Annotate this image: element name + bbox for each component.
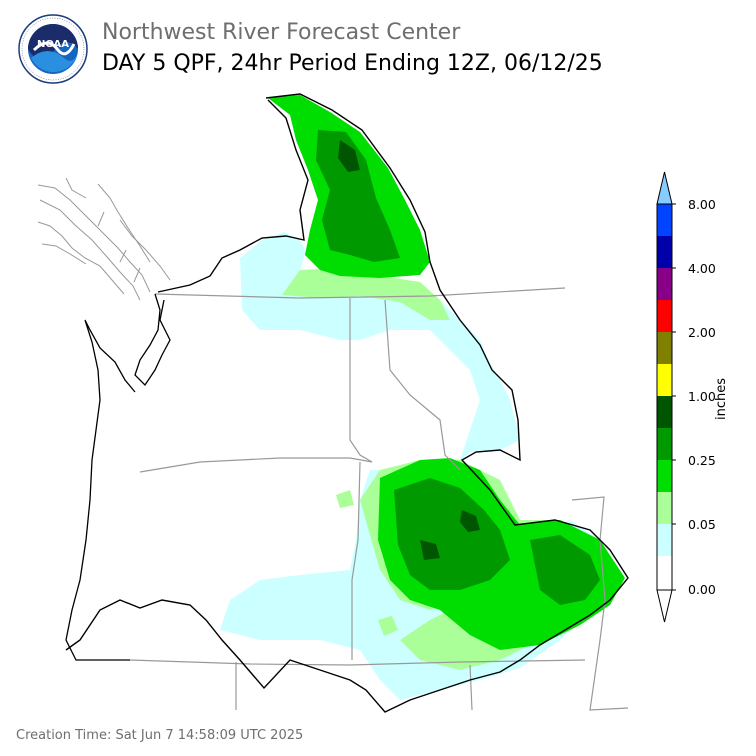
- cb-tick-label: 8.00: [688, 197, 716, 212]
- product-title: DAY 5 QPF, 24hr Period Ending 12Z, 06/12…: [102, 51, 603, 76]
- coastline: [65, 293, 171, 661]
- cb-band-12: [657, 204, 672, 236]
- basin-boundary: [65, 93, 629, 713]
- cb-band-10: [657, 268, 672, 300]
- cb-band-3: [657, 492, 672, 524]
- colorbar-max-arrow: [656, 171, 673, 205]
- cb-band-2: [657, 524, 672, 556]
- noaa-logo-icon: NOAA: [18, 14, 88, 84]
- cb-band-11: [657, 236, 672, 268]
- cb-band-1: [657, 556, 672, 590]
- creation-time: Creation Time: Sat Jun 7 14:58:09 UTC 20…: [16, 728, 304, 743]
- cb-tick-label: 0.25: [688, 453, 716, 468]
- cb-band-8: [657, 332, 672, 364]
- precip-colorbar: [656, 171, 676, 623]
- cb-tick-label: 2.00: [688, 325, 716, 340]
- cb-band-6: [657, 396, 672, 428]
- agency-title: Northwest River Forecast Center: [102, 20, 461, 45]
- state-borders: [129, 287, 629, 711]
- logo-text: NOAA: [37, 39, 69, 50]
- cb-tick-label: 4.00: [688, 261, 716, 276]
- cb-band-5: [657, 428, 672, 460]
- colorbar-min-arrow: [656, 589, 673, 623]
- qpf-map: [37, 93, 629, 713]
- cb-band-4: [657, 460, 672, 492]
- cb-tick-label: 0.00: [688, 582, 716, 597]
- cb-tick-label: 1.00: [688, 389, 716, 404]
- basin-area: [220, 95, 625, 700]
- cb-band-7: [657, 364, 672, 396]
- cb-band-9: [657, 300, 672, 332]
- cb-tick-label: 0.05: [688, 517, 716, 532]
- colorbar-unit-label: inches: [714, 377, 729, 420]
- canada-coastline: [37, 177, 171, 301]
